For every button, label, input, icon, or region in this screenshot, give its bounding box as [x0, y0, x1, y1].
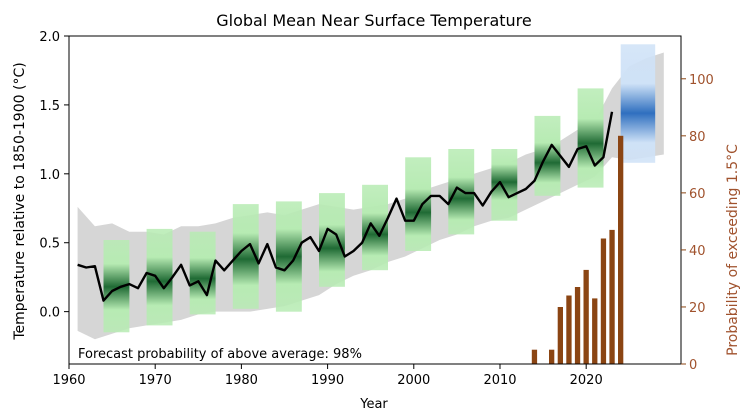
- y-tick-label: 0.0: [39, 306, 60, 321]
- y2-tick-label: 0: [689, 358, 697, 373]
- y2-tick-label: 60: [689, 187, 706, 202]
- plot-frame: [68, 35, 682, 365]
- probability-bar: [609, 229, 615, 364]
- x-tick-label: 2000: [397, 373, 430, 388]
- y-tick-label: 1.5: [39, 99, 60, 114]
- forecast-probability-annotation: Forecast probability of above average: 9…: [78, 347, 362, 362]
- probability-bar: [531, 349, 538, 364]
- future-forecast-rect: [620, 44, 656, 163]
- y2-tick-label: 20: [689, 301, 706, 316]
- y2-tick-label: 100: [689, 73, 714, 88]
- x-tick-label: 1980: [225, 373, 258, 388]
- probability-bars: [531, 135, 624, 364]
- probability-bar: [557, 307, 563, 364]
- x-tick-label: 2020: [570, 373, 603, 388]
- y-axis-label: Temperature relative to 1850-1900 (°C): [12, 62, 28, 340]
- forecast-box: [491, 149, 518, 221]
- forecast-box: [275, 201, 302, 312]
- observed-line-layer: [77, 111, 614, 302]
- hindcast-range-band: [77, 52, 664, 340]
- y-tick-label: 1.0: [39, 168, 60, 183]
- y2-tick-label: 80: [689, 130, 706, 145]
- probability-bar: [566, 295, 572, 364]
- forecast-box: [405, 157, 432, 251]
- forecast-box: [577, 88, 604, 188]
- x-tick-label: 1960: [52, 373, 85, 388]
- x-tick-label: 1990: [311, 373, 344, 388]
- forecast-box: [146, 228, 173, 326]
- probability-bar: [583, 269, 589, 364]
- axes: 1960 1970 1980 1990 2000 2010 2020 0.0 0.5 1.0 1.5…: [39, 30, 714, 388]
- forecast-box: [534, 115, 561, 196]
- probability-bar: [592, 298, 598, 364]
- y2-tick-label: 40: [689, 244, 706, 259]
- x-tick-label: 2010: [483, 373, 516, 388]
- forecast-ensemble-boxes: [103, 88, 604, 333]
- chart-title: Global Mean Near Surface Temperature: [216, 11, 531, 30]
- probability-bar: [618, 135, 624, 364]
- probability-bar: [574, 287, 581, 364]
- y2-axis-label: Probability of exceeding 1.5°C: [725, 144, 741, 356]
- observed-line: [77, 111, 614, 302]
- hindcast-band-area: [77, 52, 664, 340]
- future-forecast-box: [620, 44, 656, 163]
- x-axis-label: Year: [359, 397, 388, 412]
- probability-bar: [600, 238, 607, 364]
- probability-bar: [549, 349, 555, 364]
- x-tick-label: 1970: [139, 373, 172, 388]
- y-tick-label: 0.5: [39, 237, 60, 252]
- y-tick-label: 2.0: [39, 30, 60, 45]
